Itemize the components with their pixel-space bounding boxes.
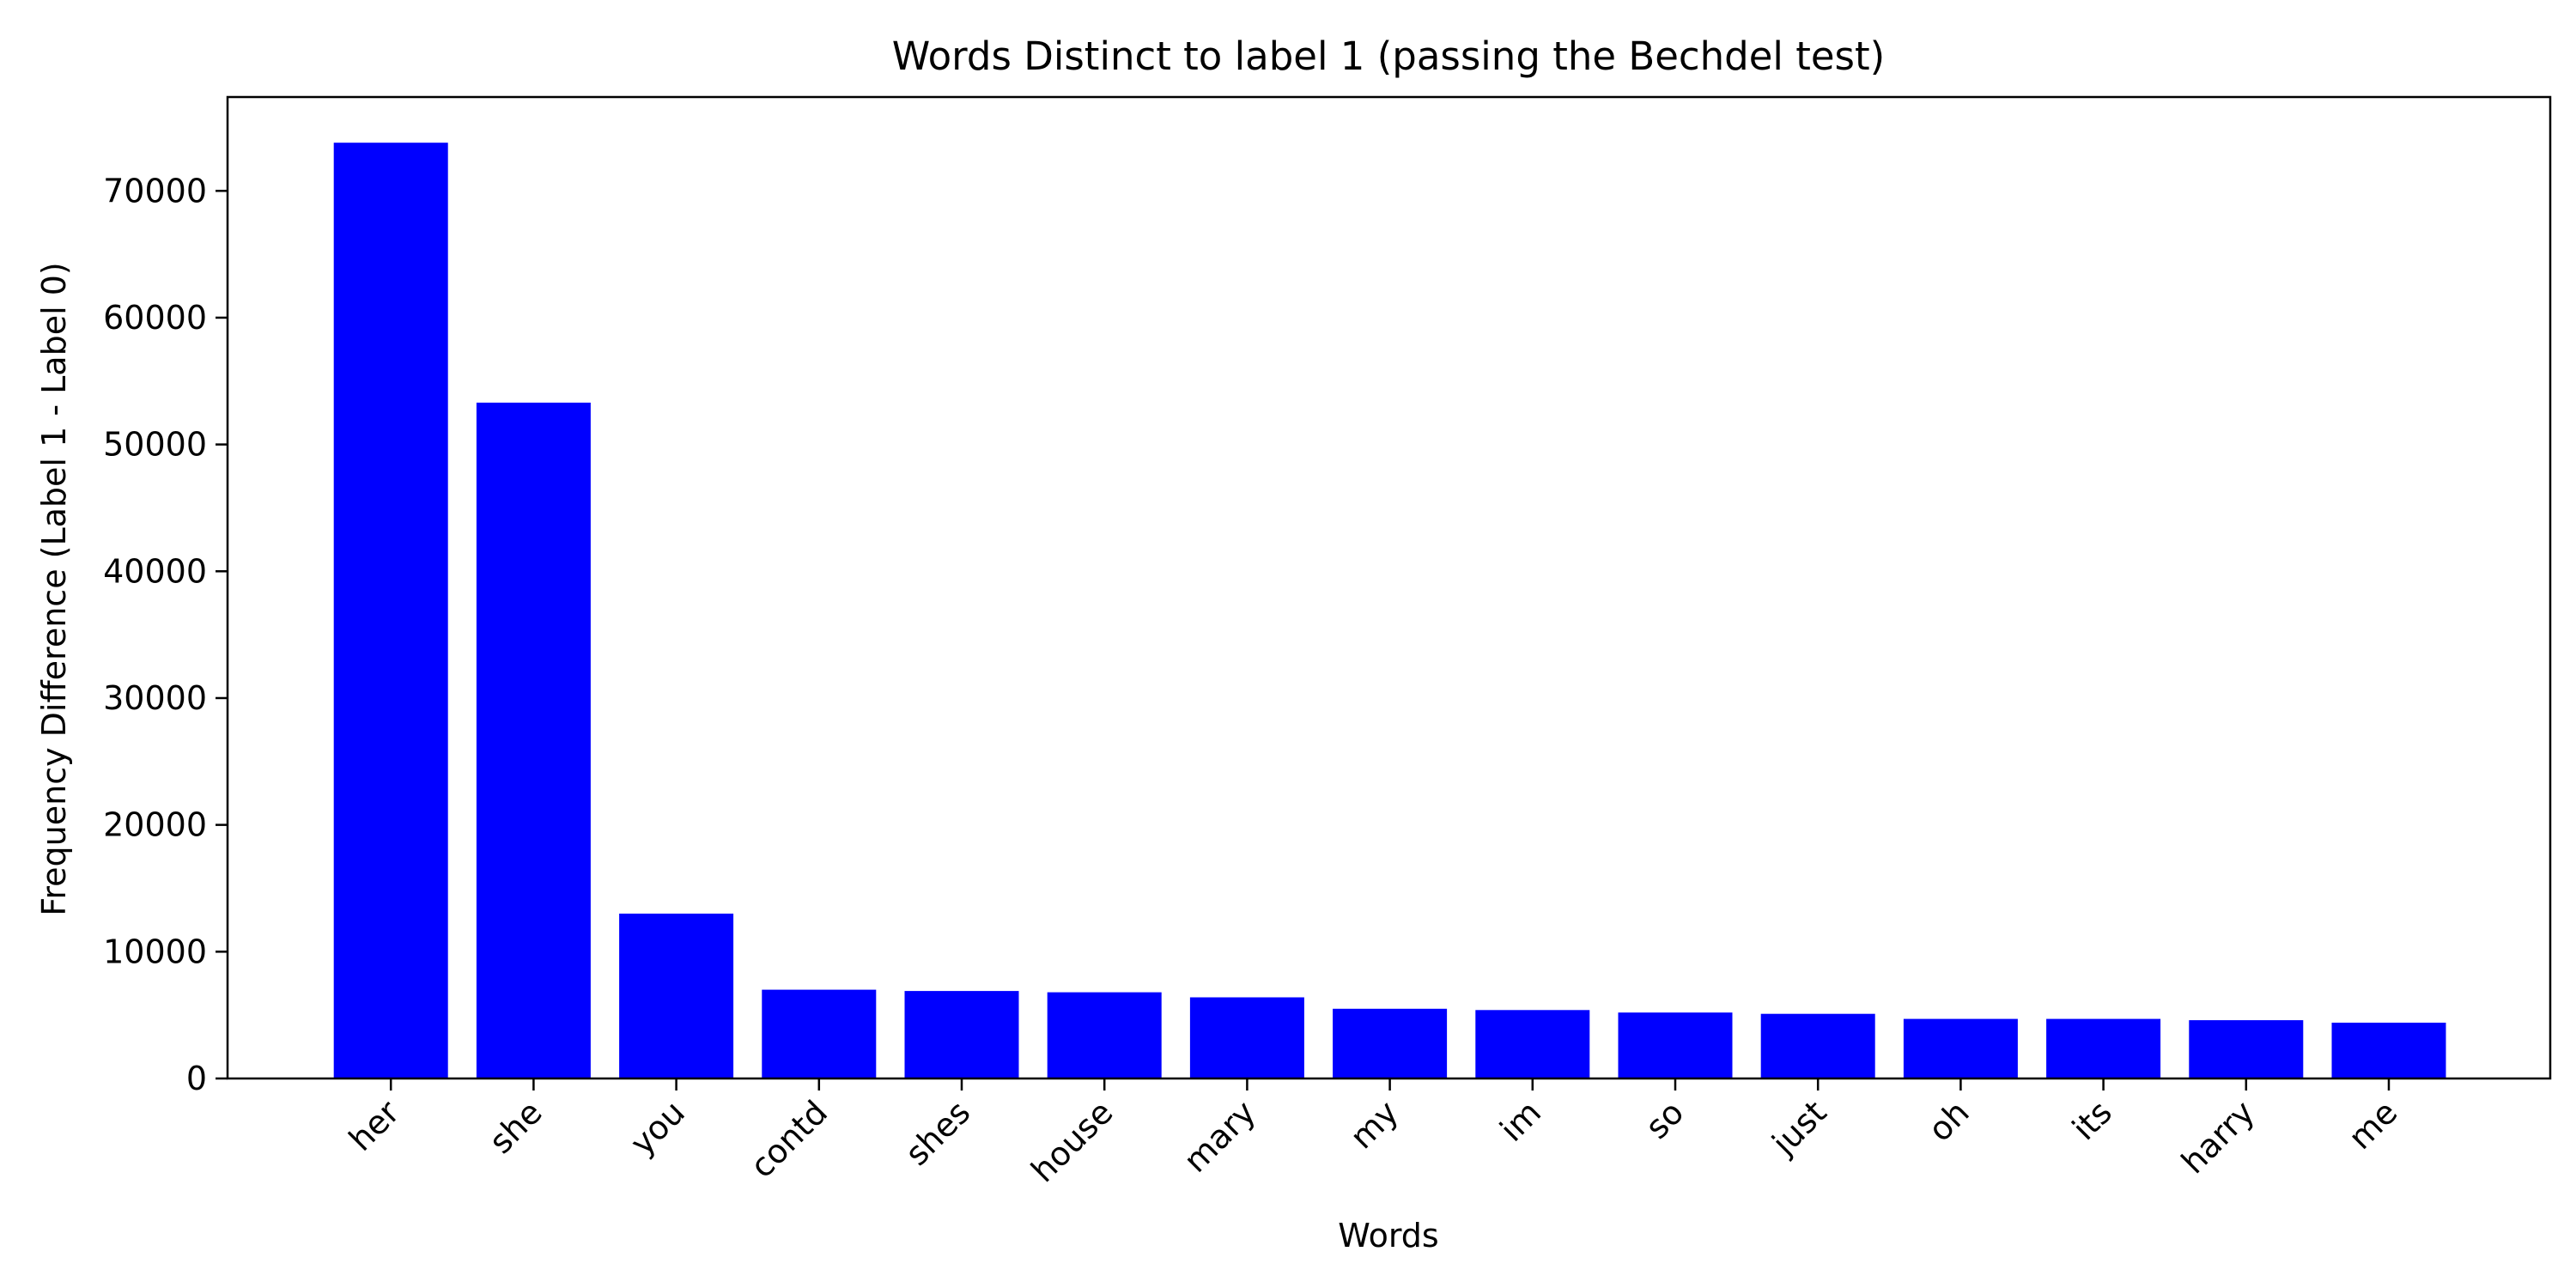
bar-oh: [1903, 1018, 2018, 1078]
bar-she: [476, 402, 591, 1078]
y-tick-label-40000: 40000: [103, 552, 207, 590]
bar-im: [1475, 1010, 1590, 1078]
y-tick-label-20000: 20000: [103, 806, 207, 844]
x-tick-label-my: my: [1343, 1093, 1406, 1156]
bar-her: [333, 143, 448, 1079]
bar-harry: [2189, 1020, 2304, 1078]
bars: [333, 143, 2446, 1079]
y-axis-label: Frequency Difference (Label 1 - Label 0): [35, 262, 73, 915]
x-tick-label-mary: mary: [1176, 1093, 1263, 1180]
y-tick-label-70000: 70000: [103, 172, 207, 210]
bar-so: [1618, 1012, 1733, 1078]
x-tick-label-its: its: [2065, 1093, 2119, 1147]
bar-you: [619, 914, 734, 1078]
x-tick-label-she: she: [482, 1093, 550, 1161]
bar-its: [2046, 1018, 2161, 1078]
plot-frame: [226, 95, 2552, 1080]
bar-house: [1047, 992, 1162, 1078]
x-tick-label-im: im: [1492, 1093, 1548, 1149]
bar-my: [1333, 1008, 1448, 1078]
bar-just: [1760, 1013, 1875, 1078]
x-tick-label-shes: shes: [898, 1093, 978, 1173]
x-axis-label: Words: [1338, 1217, 1438, 1255]
bar-me: [2331, 1023, 2446, 1078]
bar-contd: [762, 989, 877, 1078]
x-tick-label-you: you: [623, 1093, 691, 1162]
y-tick-label-10000: 10000: [103, 933, 207, 970]
x-tick-label-house: house: [1024, 1093, 1120, 1189]
x-tick-label-me: me: [2342, 1093, 2405, 1157]
y-tick-label-30000: 30000: [103, 679, 207, 717]
x-tick-label-oh: oh: [1921, 1093, 1977, 1149]
x-tick-label-so: so: [1638, 1093, 1692, 1146]
x-tick-label-her: her: [342, 1093, 407, 1158]
x-tick-label-contd: contd: [743, 1093, 835, 1185]
y-tick-label-50000: 50000: [103, 426, 207, 464]
bar-shes: [904, 991, 1019, 1078]
chart-title: Words Distinct to label 1 (passing the B…: [892, 33, 1885, 79]
y-tick-label-0: 0: [186, 1060, 207, 1097]
y-tick-label-60000: 60000: [103, 299, 207, 337]
bar-mary: [1189, 997, 1304, 1078]
x-tick-label-just: just: [1765, 1093, 1834, 1163]
x-tick-label-harry: harry: [2174, 1093, 2262, 1181]
